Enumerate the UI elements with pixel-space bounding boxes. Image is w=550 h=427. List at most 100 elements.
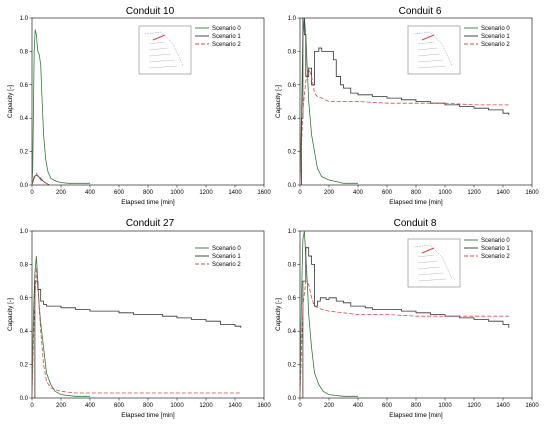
inset-network-branch [148,65,178,69]
legend-label-2: Scenario 2 [481,42,510,48]
inset-network-branch [417,266,441,270]
inset-network-branch [417,65,447,69]
x-tick-label: 200 [56,403,67,409]
x-tick-label: 1400 [228,190,242,196]
y-tick-label: 0.8 [288,49,297,55]
y-axis-label: Capacity [-] [275,298,282,331]
y-tick-label: 0.4 [20,116,29,122]
y-tick-label: 0.8 [20,49,29,55]
inset-network-branch [417,47,438,51]
y-tick-label: 0.0 [288,396,297,402]
x-tick-label: 0 [30,403,34,409]
y-tick-label: 1.0 [288,229,297,235]
inset-map [407,238,461,288]
legend-label-0: Scenario 0 [212,26,241,32]
legend-label-2: Scenario 2 [212,262,241,268]
x-tick-label: 400 [85,190,96,196]
x-tick-label: 600 [114,403,125,409]
y-tick-label: 1.0 [20,16,29,22]
series-line-2 [300,280,509,398]
chart-panel-0: Conduit 10 0 200 400 600 800 1000 1200 1400 1600 0… [7,6,271,206]
inset-map-frame [407,238,461,288]
y-tick-label: 0.2 [20,150,29,156]
x-tick-label: 1200 [199,403,213,409]
legend-label-0: Scenario 0 [481,26,510,32]
x-tick-label: 800 [143,403,154,409]
legend-label-1: Scenario 1 [212,254,241,260]
chart-panel-3: Conduit 8 0 200 400 600 800 1000 1200 1400 1600 0.… [275,218,539,419]
x-tick-label: 1400 [496,190,510,196]
y-tick-label: 0.2 [288,363,297,369]
x-axis-label: Elapsed time [min] [389,412,443,419]
y-axis-label: Capacity [-] [7,85,14,118]
x-axis-label: Elapsed time [min] [121,412,175,419]
y-tick-label: 1.0 [20,229,29,235]
series-line-0 [32,29,90,185]
x-tick-label: 800 [411,403,422,409]
series-line-2 [32,172,50,185]
x-tick-label: 1000 [170,190,184,196]
inset-highlight-conduit [421,247,435,254]
legend-label-0: Scenario 0 [481,238,510,244]
inset-map [138,25,192,75]
y-tick-label: 0.6 [20,83,29,89]
series-line-1 [32,280,242,398]
legend-label-1: Scenario 1 [481,246,510,252]
x-tick-label: 1600 [525,403,539,409]
inset-network-branch [417,254,435,258]
x-tick-label: 1600 [257,190,271,196]
inset-network-line [413,244,453,280]
y-axis-label: Capacity [-] [275,85,282,118]
legend-label-2: Scenario 2 [212,42,241,48]
y-tick-label: 0.6 [20,296,29,302]
x-tick-label: 600 [114,190,125,196]
x-tick-label: 200 [324,403,335,409]
chart-title: Conduit 8 [394,218,437,229]
x-tick-label: 0 [30,190,34,196]
x-tick-label: 0 [298,403,302,409]
series-line-2 [300,66,509,185]
inset-network-branch [417,278,447,282]
x-tick-label: 1200 [199,190,213,196]
legend-label-2: Scenario 2 [481,254,510,260]
legend-label-0: Scenario 0 [212,246,241,252]
legend-label-1: Scenario 1 [212,34,241,40]
x-tick-label: 1600 [525,190,539,196]
x-tick-label: 800 [143,190,154,196]
y-tick-label: 0.0 [20,396,29,402]
y-tick-label: 0.0 [288,183,297,189]
y-tick-label: 0.2 [20,363,29,369]
inset-network-branch [417,53,441,57]
y-tick-label: 0.6 [288,296,297,302]
inset-network-line [144,31,184,67]
legend-label-1: Scenario 1 [481,34,510,40]
legend: Scenario 0 Scenario 1 Scenario 2 [464,238,510,260]
inset-map-frame [138,25,192,75]
x-tick-label: 1000 [438,403,452,409]
y-tick-label: 0.0 [20,183,29,189]
x-tick-label: 1200 [467,190,481,196]
inset-network-branch [417,260,438,264]
x-tick-label: 0 [298,190,302,196]
inset-network-branch [148,53,172,57]
x-tick-label: 800 [411,190,422,196]
series-line-2 [32,267,241,398]
x-axis-label: Elapsed time [min] [121,199,175,206]
series-line-0 [300,231,358,398]
y-tick-label: 0.4 [288,116,297,122]
legend: Scenario 0 Scenario 1 Scenario 2 [464,26,510,48]
x-tick-label: 400 [353,403,364,409]
series-line-1 [300,247,510,398]
inset-network-branch [148,47,169,51]
y-tick-label: 0.8 [288,262,297,268]
inset-highlight-conduit [152,34,166,41]
series-line-0 [300,18,358,185]
y-tick-label: 0.8 [20,262,29,268]
inset-map-frame [407,25,461,75]
chart-title: Conduit 27 [126,218,175,229]
x-tick-label: 1400 [496,403,510,409]
x-tick-label: 200 [324,190,335,196]
inset-network-line [413,31,453,67]
inset-highlight-conduit [421,34,435,41]
